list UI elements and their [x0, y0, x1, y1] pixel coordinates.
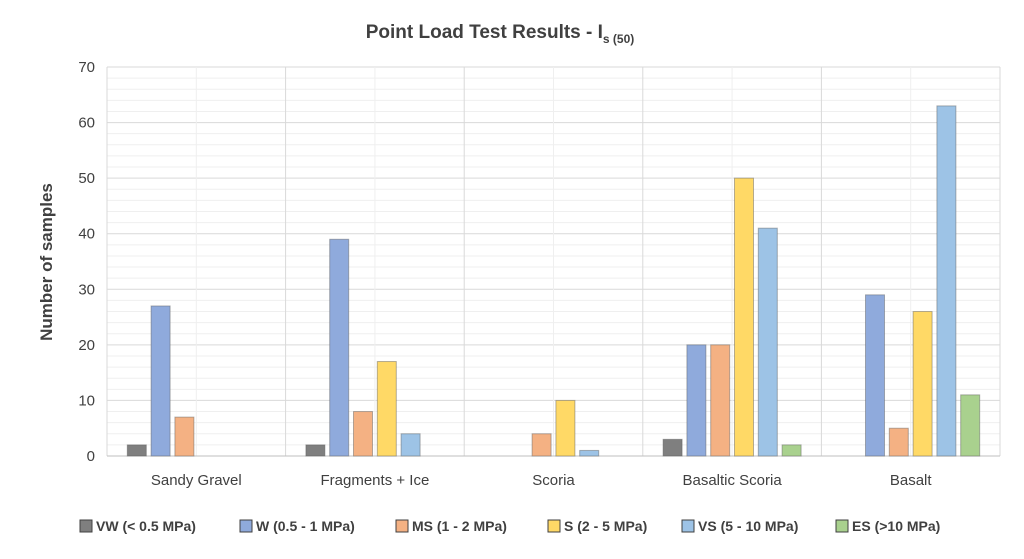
legend-label: MS (1 - 2 MPa) [412, 518, 507, 534]
bar-vs [400, 433, 421, 457]
bar-ms [888, 427, 909, 457]
chart-title: Point Load Test Results - Is (50) [366, 22, 635, 46]
bar-ms [531, 433, 552, 457]
y-tick-label: 0 [87, 448, 95, 465]
bar-es [960, 394, 981, 457]
bar-w [150, 305, 171, 457]
legend-item-s: S (2 - 5 MPa) [547, 518, 647, 534]
legend-label: VS (5 - 10 MPa) [698, 518, 798, 534]
y-tick-label: 70 [78, 59, 95, 76]
bar-s [376, 361, 397, 457]
legend-swatch [239, 519, 253, 533]
legend-label: ES (>10 MPa) [852, 518, 940, 534]
x-category-label: Basaltic Scoria [682, 472, 782, 489]
chart-title-subscript: s (50) [603, 32, 634, 46]
gridlines [106, 66, 1001, 457]
y-tick-label: 20 [78, 337, 95, 354]
x-category-label: Scoria [532, 472, 575, 489]
x-category-label: Fragments + Ice [321, 472, 430, 489]
y-tick-label: 30 [78, 281, 95, 298]
bar-vw [305, 444, 326, 457]
x-category-label: Sandy Gravel [151, 472, 242, 489]
bar-vw [662, 438, 683, 457]
bar-ms [710, 344, 731, 457]
y-tick-label: 50 [78, 170, 95, 187]
chart-title-main: Point Load Test Results - I [366, 22, 603, 43]
bar-es [781, 444, 802, 457]
bar-s [555, 399, 576, 457]
legend-label: W (0.5 - 1 MPa) [256, 518, 355, 534]
legend-item-w: W (0.5 - 1 MPa) [239, 518, 355, 534]
legend-swatch [395, 519, 409, 533]
legend-item-vs: VS (5 - 10 MPa) [681, 518, 798, 534]
legend: VW (< 0.5 MPa) W (0.5 - 1 MPa) MS (1 - 2 M… [79, 518, 940, 534]
y-tick-label: 10 [78, 392, 95, 409]
legend-item-es: ES (>10 MPa) [835, 518, 940, 534]
y-tick-label: 60 [78, 115, 95, 132]
x-category-labels: Sandy Gravel Fragments + Ice Scoria Basalti… [151, 472, 933, 489]
bar-s [734, 177, 754, 457]
legend-swatch [681, 519, 695, 533]
y-tick-labels: 0 10 20 30 40 50 60 70 [78, 59, 95, 465]
bar-ms [353, 411, 373, 457]
bars [126, 105, 981, 457]
bar-s [912, 311, 933, 457]
y-tick-label: 40 [78, 226, 95, 243]
x-category-label: Basalt [890, 472, 933, 489]
bar-vs [579, 449, 600, 457]
legend-item-ms: MS (1 - 2 MPa) [395, 518, 507, 534]
bar-vw [126, 444, 147, 457]
legend-label: VW (< 0.5 MPa) [96, 518, 196, 534]
bar-vs [936, 105, 957, 457]
bar-w [329, 238, 350, 457]
y-axis-title: Number of samples [37, 183, 56, 341]
bar-ms [174, 416, 195, 457]
legend-item-vw: VW (< 0.5 MPa) [79, 518, 196, 534]
legend-swatch [547, 519, 561, 533]
legend-swatch [835, 519, 849, 533]
legend-swatch [79, 519, 93, 533]
legend-label: S (2 - 5 MPa) [564, 518, 647, 534]
bar-w [865, 294, 885, 457]
bar-w [686, 344, 707, 457]
bar-vs [757, 227, 778, 457]
